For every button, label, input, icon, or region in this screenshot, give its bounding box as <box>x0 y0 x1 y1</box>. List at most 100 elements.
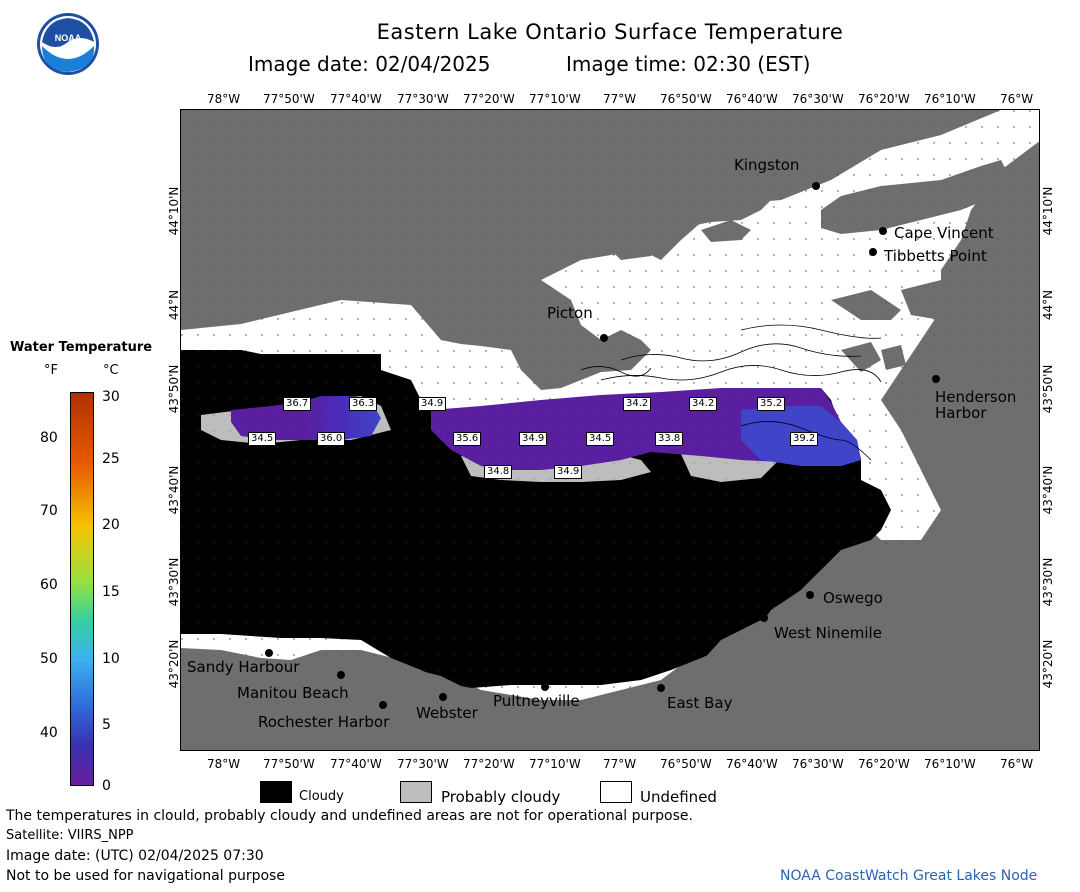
colorbar-unit-f: °F <box>44 363 58 378</box>
picton-label: Picton <box>547 304 593 322</box>
kingston-label: Kingston <box>734 156 800 174</box>
lat-tick: 43°50'N <box>167 364 181 414</box>
temp-label: 34.9 <box>519 432 548 446</box>
temp-label: 36.0 <box>317 432 346 446</box>
lon-tick: 76°10'W <box>924 92 976 106</box>
legend-cloudy-label: Cloudy <box>299 789 344 804</box>
picton-marker <box>600 334 608 342</box>
west-ninemile-label: West Ninemile <box>774 624 882 642</box>
lat-tick: 43°20'N <box>1041 639 1055 689</box>
lon-tick: 76°10'W <box>924 757 976 771</box>
legend-cloudy-swatch <box>260 781 292 803</box>
lat-tick: 43°50'N <box>1041 364 1055 414</box>
lon-tick: 77°10'W <box>529 757 581 771</box>
lat-tick: 43°30'N <box>1041 557 1055 607</box>
lat-tick: 44°N <box>167 289 181 321</box>
temp-label: 34.9 <box>418 397 447 411</box>
lon-tick: 76°30'W <box>792 757 844 771</box>
colorbar-f-label: 80 <box>40 430 58 446</box>
temp-label: 36.3 <box>349 397 378 411</box>
webster-marker <box>439 693 447 701</box>
lon-tick: 76°50'W <box>660 92 712 106</box>
manitou-beach-marker <box>337 671 345 679</box>
lon-tick: 77°30'W <box>397 92 449 106</box>
legend-undefined-swatch <box>600 781 632 803</box>
lon-tick: 78°W <box>207 757 241 771</box>
lat-tick: 44°N <box>1041 289 1055 321</box>
legend-undefined-label: Undefined <box>640 788 717 806</box>
lon-tick: 76°20'W <box>858 92 910 106</box>
colorbar-c-label: 5 <box>102 717 111 733</box>
lon-tick: 77°30'W <box>397 757 449 771</box>
lon-tick: 77°W <box>603 92 637 106</box>
lat-tick: 43°30'N <box>167 557 181 607</box>
east-bay-marker <box>657 684 665 692</box>
colorbar-c-label: 10 <box>102 651 120 667</box>
colorbar-c-label: 30 <box>102 389 120 405</box>
lon-tick: 76°50'W <box>660 757 712 771</box>
east-bay-label: East Bay <box>667 694 733 712</box>
lat-tick: 43°40'N <box>167 465 181 515</box>
colorbar-c-label: 0 <box>102 778 111 794</box>
temp-label: 33.8 <box>655 432 684 446</box>
sandy-harbour-label: Sandy Harbour <box>187 658 300 676</box>
lon-tick: 76°W <box>1000 757 1034 771</box>
noaa-logo: NOAA <box>36 12 100 76</box>
temp-label: 35.2 <box>757 397 786 411</box>
colorbar-unit-c: °C <box>103 363 119 378</box>
pultneyville-marker <box>541 683 549 691</box>
colorbar-f-label: 60 <box>40 577 58 593</box>
map-title: Eastern Lake Ontario Surface Temperature <box>376 20 844 44</box>
lat-tick: 44°10'N <box>167 186 181 236</box>
lat-tick: 43°40'N <box>1041 465 1055 515</box>
manitou-beach-label: Manitou Beach <box>237 684 349 702</box>
cape-vincent-label: Cape Vincent <box>894 224 994 242</box>
webster-label: Webster <box>416 704 478 722</box>
colorbar-c-label: 15 <box>102 584 120 600</box>
oswego-marker <box>806 591 814 599</box>
tibbetts-point-label: Tibbetts Point <box>884 247 987 265</box>
image-date: Image date: 02/04/2025 <box>248 52 491 76</box>
lake-ontario-map: 36.7 36.3 34.9 34.2 34.2 35.2 34.5 36.0 … <box>180 109 1040 751</box>
west-ninemile-marker <box>760 614 768 622</box>
footer-satellite: Satellite: VIIRS_NPP <box>6 828 134 843</box>
footer-nav-warning: Not to be used for navigational purpose <box>6 868 285 884</box>
sandy-harbour-marker <box>265 649 273 657</box>
lon-tick: 76°40'W <box>726 757 778 771</box>
lon-tick: 77°40'W <box>330 92 382 106</box>
lon-tick: 76°W <box>1000 92 1034 106</box>
lon-tick: 77°50'W <box>263 92 315 106</box>
colorbar-title: Water Temperature <box>10 340 153 355</box>
temp-label: 36.7 <box>283 397 312 411</box>
pultneyville-label: Pultneyville <box>493 692 580 710</box>
colorbar-f-label: 50 <box>40 651 58 667</box>
colorbar-f-label: 40 <box>40 725 58 741</box>
footer-disclaimer: The temperatures in clould, probably clo… <box>6 808 693 824</box>
lon-tick: 77°20'W <box>463 92 515 106</box>
rochester-harbor-label: Rochester Harbor <box>258 713 390 731</box>
lon-tick: 77°50'W <box>263 757 315 771</box>
oswego-label: Oswego <box>823 589 883 607</box>
lon-tick: 77°20'W <box>463 757 515 771</box>
lon-tick: 77°10'W <box>529 92 581 106</box>
lon-tick: 76°20'W <box>858 757 910 771</box>
henderson-harbor-marker <box>932 375 940 383</box>
logo-text: NOAA <box>55 33 82 43</box>
temp-label: 34.9 <box>554 465 583 479</box>
henderson-harbor-label-2: Harbor <box>935 404 987 422</box>
colorbar-c-label: 20 <box>102 517 120 533</box>
lon-tick: 78°W <box>207 92 241 106</box>
lat-tick: 43°20'N <box>167 639 181 689</box>
lon-tick: 77°W <box>603 757 637 771</box>
lon-tick: 76°40'W <box>726 92 778 106</box>
temp-label: 39.2 <box>790 432 819 446</box>
henderson-harbor-label-1: Henderson <box>935 388 1017 406</box>
temp-label: 34.2 <box>689 397 718 411</box>
lon-tick: 76°30'W <box>792 92 844 106</box>
lon-tick: 77°40'W <box>330 757 382 771</box>
colorbar-c-label: 25 <box>102 451 120 467</box>
temp-label: 34.2 <box>623 397 652 411</box>
temp-label: 34.5 <box>586 432 615 446</box>
colorbar-f-label: 70 <box>40 503 58 519</box>
lat-tick: 44°10'N <box>1041 186 1055 236</box>
